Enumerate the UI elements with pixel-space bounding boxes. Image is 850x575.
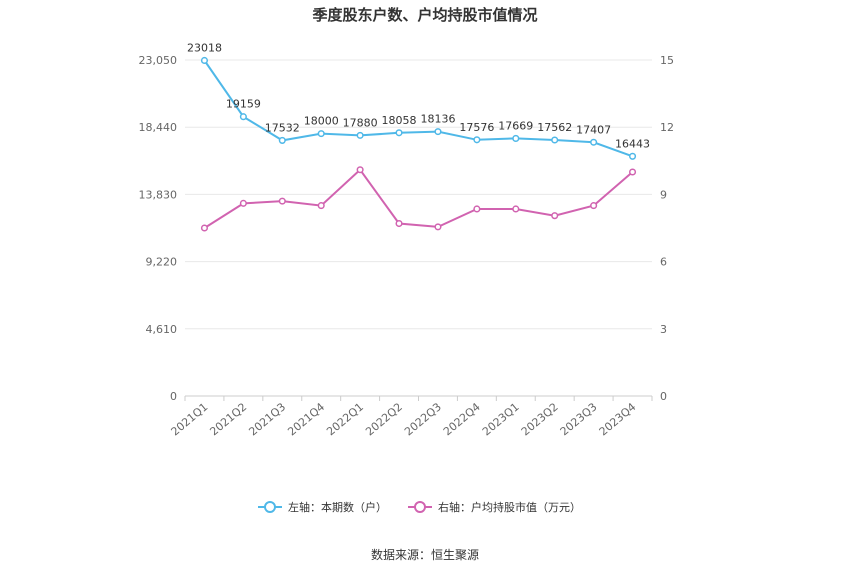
x-tick-label: 2021Q4 — [285, 400, 327, 438]
x-tick-label: 2022Q3 — [402, 400, 444, 438]
data-label: 17407 — [576, 123, 611, 136]
series-line-1 — [203, 59, 633, 158]
x-tick-label: 2023Q2 — [519, 400, 561, 438]
right-tick-label: 6 — [660, 256, 667, 269]
data-label: 17562 — [537, 121, 572, 134]
data-point — [551, 212, 559, 220]
x-axis-ticks: 2021Q12021Q22021Q32021Q42022Q12022Q22022… — [169, 400, 639, 438]
data-point — [356, 131, 364, 139]
data-point — [395, 219, 403, 228]
series-layer: 23018 19159 17532 18000 17880 18058 18136 17576… — [187, 41, 650, 232]
left-tick-label: 0 — [170, 390, 177, 403]
data-label: 18058 — [382, 114, 417, 127]
x-tick-label: 2023Q3 — [558, 400, 600, 438]
data-point — [317, 202, 325, 210]
data-point — [200, 56, 209, 65]
x-tick-label: 2022Q1 — [324, 400, 366, 438]
data-point — [395, 129, 403, 137]
data-point — [590, 202, 598, 210]
data-point — [473, 136, 481, 144]
legend-label-right: 右轴：户均持股市值（万元） — [438, 500, 581, 514]
legend-item-left-series[interactable]: 左轴：本期数（户） — [258, 500, 387, 514]
data-point — [590, 138, 598, 146]
data-label: 17669 — [498, 119, 533, 132]
legend-item-right-series[interactable]: 右轴：户均持股市值（万元） — [408, 500, 581, 514]
left-tick-label: 23,050 — [139, 54, 178, 67]
data-point — [278, 197, 286, 205]
left-tick-label: 9,220 — [146, 256, 178, 269]
legend: 左轴：本期数（户） 右轴：户均持股市值（万元） — [258, 500, 581, 514]
data-label: 23018 — [187, 41, 222, 54]
legend-marker-left — [264, 501, 276, 513]
data-point — [512, 134, 520, 142]
x-tick-label: 2021Q1 — [169, 400, 211, 438]
data-point — [317, 130, 325, 138]
legend-label-left: 左轴：本期数（户） — [288, 500, 387, 514]
data-point — [356, 166, 364, 174]
data-point — [239, 113, 247, 121]
data-label: 18136 — [420, 113, 455, 126]
right-tick-label: 0 — [660, 390, 667, 403]
left-tick-label: 13,830 — [139, 188, 178, 201]
x-tick-label: 2022Q2 — [363, 400, 405, 438]
data-point — [473, 205, 481, 213]
data-label: 17576 — [459, 121, 494, 134]
left-tick-label: 4,610 — [146, 323, 178, 336]
series-line-2 — [203, 168, 634, 229]
right-tick-label: 9 — [660, 188, 667, 201]
data-point — [239, 199, 247, 207]
chart-title: 季度股东户数、户均持股市值情况 — [312, 6, 537, 24]
right-axis-ticks: 0 3 6 9 12 15 — [660, 54, 674, 403]
data-point — [628, 152, 637, 160]
grid-lines — [184, 59, 653, 401]
data-point — [628, 168, 637, 176]
right-tick-label: 12 — [660, 121, 674, 134]
data-point — [278, 136, 286, 144]
data-label: 19159 — [226, 98, 261, 111]
data-point — [551, 136, 559, 144]
data-label: 17532 — [265, 121, 300, 134]
data-point — [434, 223, 442, 231]
x-tick-label: 2021Q2 — [208, 400, 250, 438]
left-axis-ticks: 0 4,610 9,220 13,830 18,440 23,050 — [139, 54, 178, 403]
legend-marker-right — [414, 501, 426, 513]
x-tick-label: 2023Q4 — [597, 400, 639, 438]
right-tick-label: 15 — [660, 54, 674, 67]
x-tick-label: 2022Q4 — [441, 400, 483, 438]
source-note: 数据来源：恒生聚源 — [371, 547, 479, 562]
data-label: 17880 — [343, 116, 378, 129]
right-tick-label: 3 — [660, 323, 667, 336]
data-point — [512, 205, 520, 213]
x-tick-label: 2023Q1 — [480, 400, 522, 438]
x-tick-label: 2021Q3 — [246, 400, 288, 438]
data-point — [434, 128, 442, 136]
data-label: 18000 — [304, 115, 339, 128]
data-point — [200, 224, 209, 232]
data-label: 16443 — [615, 137, 650, 150]
left-tick-label: 18,440 — [139, 121, 178, 134]
